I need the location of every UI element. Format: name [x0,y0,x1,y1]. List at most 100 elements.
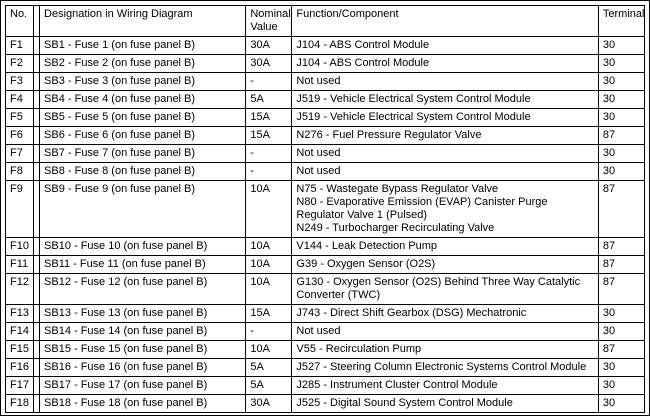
cell-terminal: 30 [597,162,646,181]
cell-terminal: 30 [597,36,646,55]
cell-fuse-number: F10 [4,237,35,256]
table-row: F3 SB3 - Fuse 3 (on fuse panel B) - Not … [4,72,646,91]
cell-terminal: 87 [597,180,646,238]
cell-terminal: 87 [597,237,646,256]
cell-function: J104 - ABS Control Module [291,36,599,55]
cell-fuse-number: F7 [4,144,35,163]
cell-function: Not used [291,162,599,181]
cell-fuse-number: F5 [4,108,35,127]
header-function: Function/Component [291,5,599,37]
header-nominal-value: Nominal Value [245,5,293,37]
table-body: F1 SB1 - Fuse 1 (on fuse panel B) 30A J1… [4,36,646,413]
cell-function: V144 - Leak Detection Pump [291,237,599,256]
cell-designation: SB9 - Fuse 9 (on fuse panel B) [39,180,247,238]
table-row: F17 SB17 - Fuse 17 (on fuse panel B) 5A … [4,376,646,395]
table-row: F12 SB12 - Fuse 12 (on fuse panel B) 10A… [4,273,646,305]
cell-fuse-number: F16 [4,358,35,377]
header-terminal: Terminal [597,5,646,37]
cell-designation: SB16 - Fuse 16 (on fuse panel B) [39,358,247,377]
header-designation: Designation in Wiring Diagram [39,5,247,37]
cell-nominal-value: 30A [245,394,293,413]
table-row: F6 SB6 - Fuse 6 (on fuse panel B) 15A N2… [4,126,646,145]
cell-designation: SB14 - Fuse 14 (on fuse panel B) [39,322,247,341]
cell-terminal: 30 [597,54,646,73]
cell-nominal-value: 30A [245,54,293,73]
table-row: F18 SB18 - Fuse 18 (on fuse panel B) 30A… [4,394,646,413]
cell-designation: SB3 - Fuse 3 (on fuse panel B) [39,72,247,91]
cell-function: J519 - Vehicle Electrical System Control… [291,108,599,127]
cell-terminal: 30 [597,304,646,323]
cell-function: J519 - Vehicle Electrical System Control… [291,90,599,109]
cell-designation: SB7 - Fuse 7 (on fuse panel B) [39,144,247,163]
cell-function: Not used [291,322,599,341]
cell-terminal: 30 [597,376,646,395]
cell-fuse-number: F17 [4,376,35,395]
cell-nominal-value: 10A [245,255,293,274]
cell-nominal-value: 5A [245,90,293,109]
cell-terminal: 30 [597,144,646,163]
cell-designation: SB6 - Fuse 6 (on fuse panel B) [39,126,247,145]
cell-function: J743 - Direct Shift Gearbox (DSG) Mechat… [291,304,599,323]
cell-terminal: 30 [597,90,646,109]
header-no: No. [4,5,35,37]
cell-fuse-number: F11 [4,255,35,274]
cell-function: G130 - Oxygen Sensor (O2S) Behind Three … [291,273,599,305]
cell-terminal: 87 [597,126,646,145]
cell-nominal-value: 5A [245,358,293,377]
header-row: No. Designation in Wiring Diagram Nomina… [4,5,646,37]
cell-terminal: 30 [597,108,646,127]
cell-designation: SB8 - Fuse 8 (on fuse panel B) [39,162,247,181]
cell-fuse-number: F6 [4,126,35,145]
cell-designation: SB2 - Fuse 2 (on fuse panel B) [39,54,247,73]
table-row: F14 SB14 - Fuse 14 (on fuse panel B) - N… [4,322,646,341]
cell-function: G39 - Oxygen Sensor (O2S) [291,255,599,274]
cell-fuse-number: F8 [4,162,35,181]
cell-fuse-number: F1 [4,36,35,55]
cell-fuse-number: F13 [4,304,35,323]
cell-function: Not used [291,72,599,91]
cell-nominal-value: - [245,72,293,91]
table-row: F10 SB10 - Fuse 10 (on fuse panel B) 10A… [4,237,646,256]
table-row: F7 SB7 - Fuse 7 (on fuse panel B) - Not … [4,144,646,163]
table-row: F9 SB9 - Fuse 9 (on fuse panel B) 10A N7… [4,180,646,238]
table-row: F8 SB8 - Fuse 8 (on fuse panel B) - Not … [4,162,646,181]
cell-terminal: 87 [597,273,646,305]
cell-designation: SB1 - Fuse 1 (on fuse panel B) [39,36,247,55]
cell-designation: SB18 - Fuse 18 (on fuse panel B) [39,394,247,413]
table-row: F2 SB2 - Fuse 2 (on fuse panel B) 30A J1… [4,54,646,73]
table-row: F16 SB16 - Fuse 16 (on fuse panel B) 5A … [4,358,646,377]
cell-designation: SB15 - Fuse 15 (on fuse panel B) [39,340,247,359]
cell-function: N75 - Wastegate Bypass Regulator Valve N… [291,180,599,238]
cell-nominal-value: 10A [245,340,293,359]
cell-function: J525 - Digital Sound System Control Modu… [291,394,599,413]
cell-nominal-value: 10A [245,237,293,256]
cell-function: J285 - Instrument Cluster Control Module [291,376,599,395]
cell-function: V55 - Recirculation Pump [291,340,599,359]
fuse-assignment-table: No. Designation in Wiring Diagram Nomina… [4,5,646,413]
cell-terminal: 30 [597,394,646,413]
cell-designation: SB17 - Fuse 17 (on fuse panel B) [39,376,247,395]
cell-terminal: 87 [597,255,646,274]
cell-terminal: 30 [597,358,646,377]
table-row: F11 SB11 - Fuse 11 (on fuse panel B) 10A… [4,255,646,274]
cell-function: J527 - Steering Column Electronic System… [291,358,599,377]
cell-function: Not used [291,144,599,163]
cell-designation: SB12 - Fuse 12 (on fuse panel B) [39,273,247,305]
cell-fuse-number: F4 [4,90,35,109]
cell-fuse-number: F12 [4,273,35,305]
cell-nominal-value: - [245,162,293,181]
cell-nominal-value: 30A [245,36,293,55]
cell-designation: SB5 - Fuse 5 (on fuse panel B) [39,108,247,127]
cell-fuse-number: F15 [4,340,35,359]
cell-nominal-value: 10A [245,273,293,305]
cell-designation: SB4 - Fuse 4 (on fuse panel B) [39,90,247,109]
cell-nominal-value: 5A [245,376,293,395]
cell-nominal-value: 15A [245,108,293,127]
table-row: F4 SB4 - Fuse 4 (on fuse panel B) 5A J51… [4,90,646,109]
table-row: F13 SB13 - Fuse 13 (on fuse panel B) 15A… [4,304,646,323]
cell-fuse-number: F2 [4,54,35,73]
cell-nominal-value: - [245,322,293,341]
cell-function: J104 - ABS Control Module [291,54,599,73]
cell-designation: SB13 - Fuse 13 (on fuse panel B) [39,304,247,323]
